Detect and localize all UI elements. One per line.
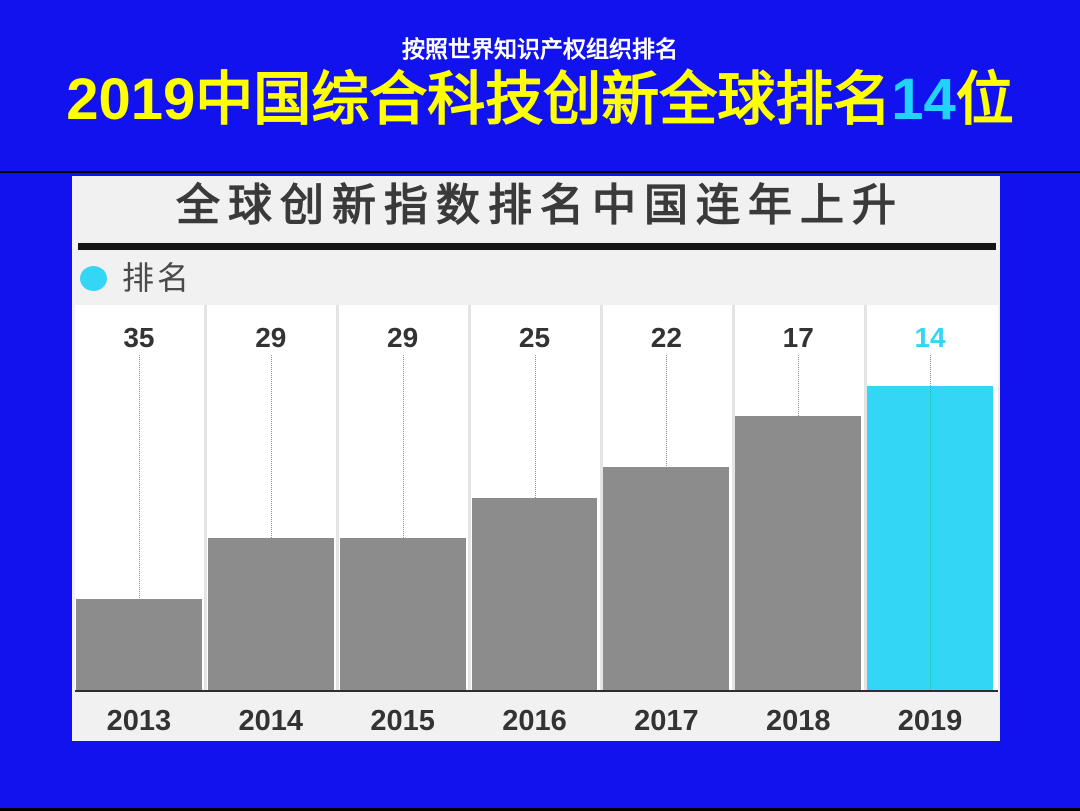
slide-bottom-border [0,808,1080,811]
x-tick-label-2019: 2019 [897,705,963,737]
value-label-2015: 29 [387,322,419,353]
guide-line-2013 [138,355,140,690]
x-axis-baseline [75,690,998,692]
x-axis: 2013 2014 2015 2016 2017 2018 2019 [75,692,998,741]
chart-title: 全球创新指数排名中国连年上升 [176,181,904,230]
bar-2016 [471,497,598,690]
column-separator [468,305,472,690]
column-separator [731,305,735,690]
bar-2015 [339,538,466,690]
slide-title-prefix: 2019中国综合科技创新全球排名 [66,67,892,132]
plot-area: 35 29 29 25 22 17 14 [75,305,998,690]
column-separator [204,305,208,690]
column-separator [599,305,603,690]
guide-line-2017 [666,355,668,690]
chart-title-rule [78,243,996,250]
slide-title-highlight: 14 [891,67,956,132]
guide-line-2015 [402,355,404,690]
x-tick-label-2018: 2018 [765,705,831,737]
column-separator [863,305,867,690]
title-divider [0,171,1080,173]
value-label-2017: 22 [650,322,682,353]
x-tick-label-2016: 2016 [502,705,567,737]
value-label-2018: 17 [782,322,814,353]
x-tick-label-2015: 2015 [370,705,435,737]
slide-subtitle: 按照世界知识产权组织排名 [402,36,678,62]
x-tick-label-2013: 2013 [106,705,172,737]
chart-panel: 全球创新指数排名中国连年上升 排名 35 29 29 25 22 17 14 2013 201… [72,176,1000,741]
value-label-2013: 35 [123,322,155,353]
slide-title-suffix: 位 [955,67,1014,132]
chart-legend: 排名 [72,250,1000,305]
guide-line-2018 [798,355,800,690]
legend-label: 排名 [122,260,193,296]
legend-swatch [80,266,107,291]
column-separator [336,305,340,690]
slide-title: 2019中国综合科技创新全球排名14位 [0,68,1080,132]
value-label-2016: 25 [518,322,551,353]
guide-line-2016 [534,355,536,690]
x-tick-label-2014: 2014 [238,705,304,737]
guide-line-2014 [270,355,272,690]
guide-line-2019 [930,355,932,690]
x-tick-label-2017: 2017 [634,705,699,737]
value-label-2014: 29 [255,322,287,353]
bar-2014 [207,538,334,690]
value-label-2019: 14 [914,322,946,353]
